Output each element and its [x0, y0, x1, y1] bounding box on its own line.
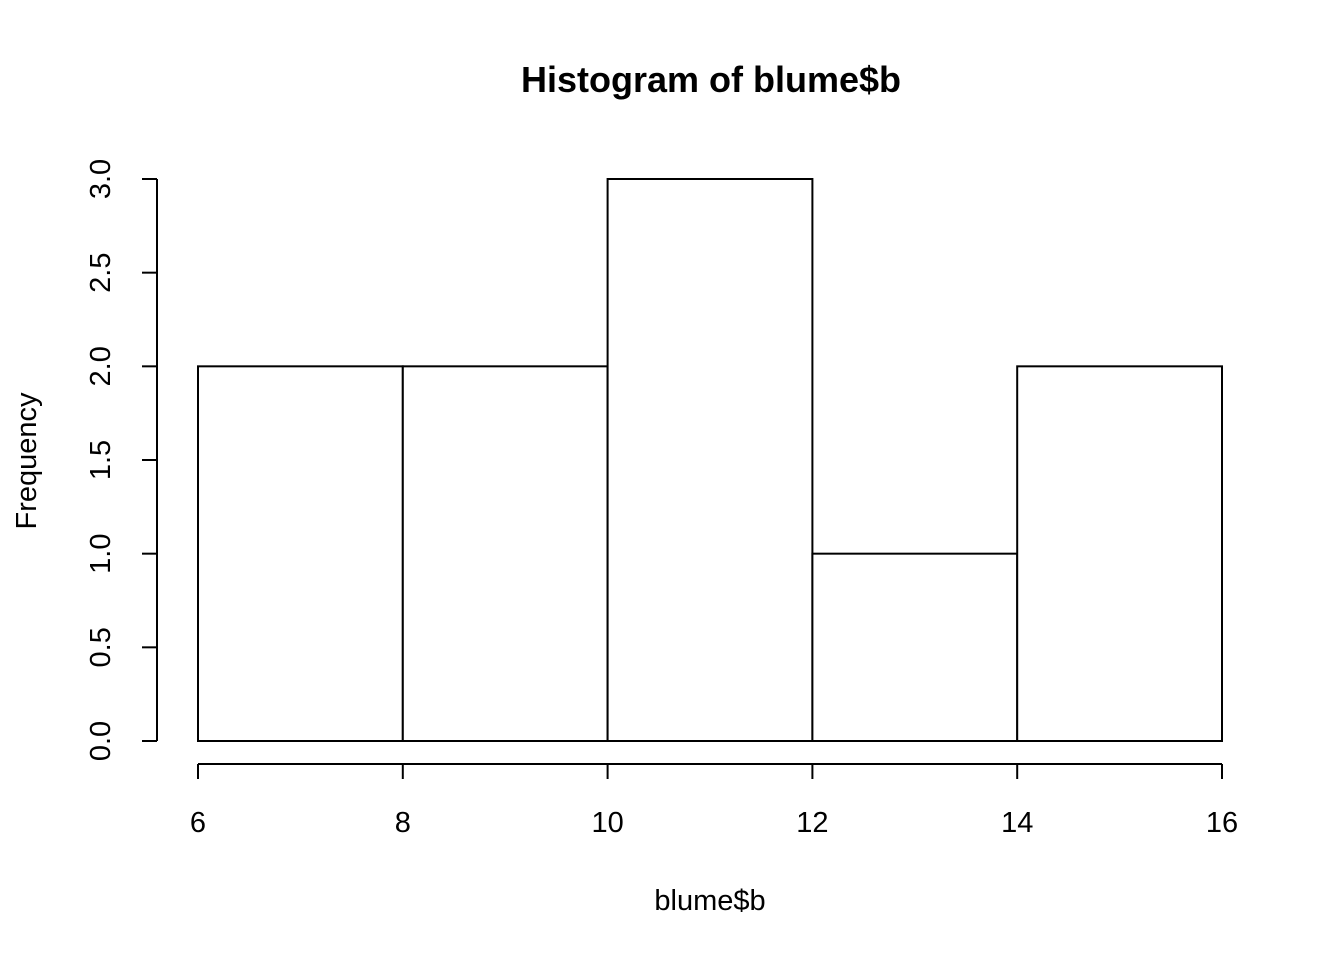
y-tick-label: 2.5	[85, 253, 117, 293]
y-tick-label: 1.5	[85, 440, 117, 480]
y-axis-label: Frequency	[11, 392, 43, 530]
x-tick-label: 8	[395, 807, 411, 839]
y-tick-label: 0.0	[85, 721, 117, 761]
x-tick-label: 14	[1001, 807, 1033, 839]
y-tick-label: 2.0	[85, 346, 117, 386]
y-tick-label: 0.5	[85, 627, 117, 667]
x-tick-label: 6	[190, 807, 206, 839]
x-tick-label: 16	[1206, 807, 1238, 839]
histogram-bar	[197, 365, 404, 742]
histogram-bar	[401, 365, 609, 742]
y-tick-label: 1.0	[85, 534, 117, 574]
histogram-bar	[1016, 365, 1224, 742]
y-tick-label: 3.0	[85, 159, 117, 199]
x-tick-label: 10	[591, 807, 623, 839]
histogram-bar	[606, 178, 814, 742]
histogram-bar	[811, 552, 1019, 743]
chart-title: Histogram of blume$b	[521, 59, 901, 100]
x-tick-label: 12	[796, 807, 828, 839]
x-axis-label: blume$b	[654, 885, 765, 917]
